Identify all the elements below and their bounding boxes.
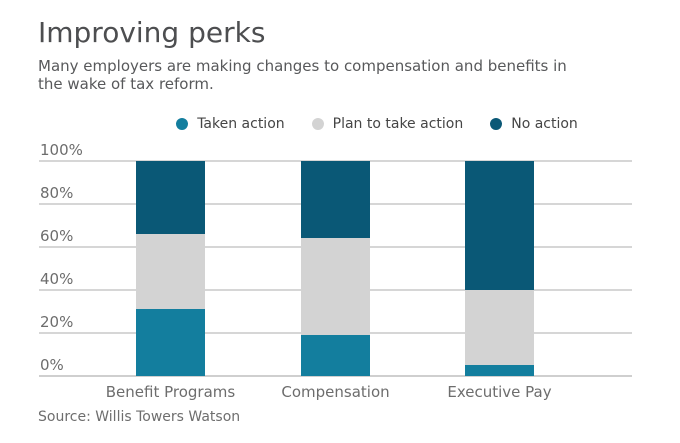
legend: Taken action Plan to take action No action <box>37 116 680 132</box>
gridline <box>39 160 632 162</box>
legend-item: Plan to take action <box>311 116 464 132</box>
legend-dot-icon <box>176 118 189 130</box>
legend-label: Plan to take action <box>332 116 464 132</box>
legend-item: Taken action <box>176 116 285 132</box>
x-category-label: Compensation <box>281 383 390 401</box>
bar-segment <box>136 161 205 235</box>
bar-segment <box>301 335 370 376</box>
stacked-bar <box>136 161 205 376</box>
bar-segment <box>301 238 370 336</box>
y-tick-label: 20% <box>40 313 74 331</box>
bar-segment <box>465 290 534 366</box>
bar-segment <box>136 309 205 376</box>
y-tick-label: 40% <box>40 270 74 288</box>
legend-item: No action <box>490 116 578 132</box>
legend-label: No action <box>511 116 578 132</box>
plot-area: 0% 20% 40% 60% 80% 100% Benefit Programs Compen… <box>39 143 632 401</box>
gridline <box>39 375 632 377</box>
bar-segment <box>465 161 534 290</box>
bar-segment <box>136 234 205 310</box>
y-tick-label: 0% <box>40 356 64 374</box>
chart-title: Improving perks <box>38 16 266 49</box>
y-tick-label: 80% <box>40 184 74 202</box>
stacked-bar <box>301 161 370 376</box>
legend-dot-icon <box>311 118 324 130</box>
source-line: Source: Willis Towers Watson <box>38 409 241 425</box>
y-tick-label: 60% <box>40 227 74 245</box>
stacked-bar <box>465 161 534 376</box>
legend-label: Taken action <box>197 116 285 132</box>
x-category-label: Benefit Programs <box>105 383 236 401</box>
legend-dot-icon <box>490 118 503 130</box>
y-tick-label: 100% <box>40 141 83 159</box>
chart-subtitle: Many employers are making changes to com… <box>38 57 567 93</box>
x-category-label: Executive Pay <box>447 383 552 401</box>
bar-segment <box>301 161 370 239</box>
bar-segment <box>465 365 534 376</box>
